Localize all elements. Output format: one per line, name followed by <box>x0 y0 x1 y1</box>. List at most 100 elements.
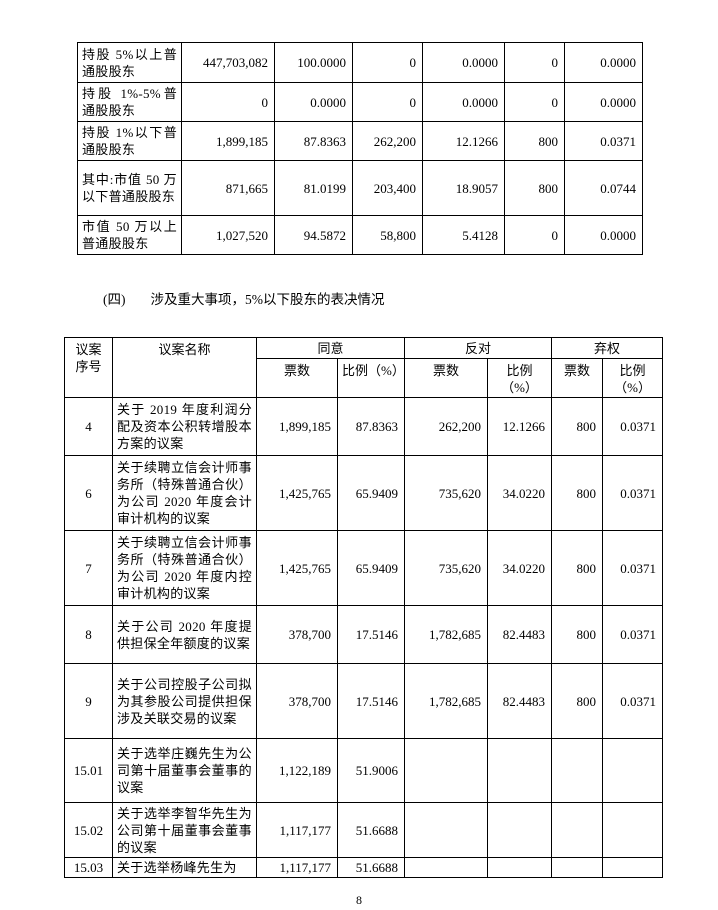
agree-ratio-cell: 65.9409 <box>336 455 406 531</box>
proposal-seq: 15.01 <box>64 738 113 803</box>
against-votes-cell <box>404 802 489 858</box>
section-heading: (四) 涉及重大事项，5%以下股东的表决情况 <box>103 291 385 309</box>
holder-group-label: 其中:市值 50 万以下普通股股东 <box>77 160 182 216</box>
agree-votes-cell: 1,117,177 <box>256 857 338 878</box>
agree-votes-cell: 1,899,185 <box>256 397 338 456</box>
against-votes-cell: 735,620 <box>404 455 489 531</box>
agree-ratio-cell: 17.5146 <box>336 663 406 739</box>
proposal-row: 15.01 关于选举庄巍先生为公司第十届董事会董事的议案 1,122,189 5… <box>64 738 664 803</box>
against-ratio-cell: 12.1266 <box>422 121 505 161</box>
header-seq-line2: 序号 <box>75 359 102 374</box>
against-votes-cell: 262,200 <box>404 397 489 456</box>
agree-votes-cell: 378,700 <box>256 663 338 739</box>
abstain-ratio-cell: 0.0000 <box>564 42 643 83</box>
against-votes-cell: 1,782,685 <box>404 663 489 739</box>
abstain-votes-cell <box>551 738 604 803</box>
proposal-name: 关于续聘立信会计师事务所（特殊普通合伙）为公司 2020 年度内控审计机构的议案 <box>112 530 257 606</box>
proposal-name: 关于公司控股子公司拟为其参股公司提供担保涉及关联交易的议案 <box>112 663 257 739</box>
against-votes-cell: 262,200 <box>352 121 423 161</box>
header-against-ratio: 比例（%） <box>487 358 553 398</box>
against-ratio-cell: 0.0000 <box>422 82 505 122</box>
proposal-name: 关于续聘立信会计师事务所（特殊普通合伙）为公司 2020 年度会计审计机构的议案 <box>112 455 257 531</box>
header-proposal-name: 议案名称 <box>112 337 257 398</box>
header-abstain-votes: 票数 <box>551 358 604 398</box>
abstain-ratio-cell <box>602 738 664 803</box>
abstain-ratio-cell: 0.0000 <box>564 82 643 122</box>
against-ratio-cell: 82.4483 <box>487 663 553 739</box>
table-row: 持股 1%-5%普通股股东 0 0.0000 0 0.0000 0 0.0000 <box>77 82 643 122</box>
table-row: 持股 1%以下普通股股东 1,899,185 87.8363 262,200 1… <box>77 121 643 161</box>
abstain-ratio-cell: 0.0000 <box>564 215 643 255</box>
proposal-seq: 8 <box>64 605 113 664</box>
abstain-ratio-cell <box>602 802 664 858</box>
agree-ratio-cell: 87.8363 <box>336 397 406 456</box>
proposal-vote-table: 议案 序号 议案名称 同意 反对 弃权 票数 比例（%） 票数 比例（%） 票数… <box>64 337 664 878</box>
header-group-row: 议案 序号 议案名称 同意 反对 弃权 <box>64 337 664 398</box>
agree-ratio-cell: 0.0000 <box>274 82 353 122</box>
abstain-votes-cell: 0 <box>504 42 565 83</box>
against-votes-cell <box>404 738 489 803</box>
agree-votes-cell: 1,899,185 <box>181 121 275 161</box>
abstain-ratio-cell: 0.0371 <box>602 397 664 456</box>
against-votes-cell: 1,782,685 <box>404 605 489 664</box>
proposal-name: 关于选举庄巍先生为公司第十届董事会董事的议案 <box>112 738 257 803</box>
header-agree-group: 同意 <box>255 337 406 359</box>
header-seq-line1: 议案 <box>75 342 102 357</box>
against-ratio-cell: 34.0220 <box>487 455 553 531</box>
proposal-row: 9 关于公司控股子公司拟为其参股公司提供担保涉及关联交易的议案 378,700 … <box>64 663 664 739</box>
header-seq: 议案 序号 <box>64 337 113 398</box>
abstain-votes-cell: 800 <box>551 397 604 456</box>
against-ratio-cell: 12.1266 <box>487 397 553 456</box>
agree-votes-cell: 871,665 <box>181 160 275 216</box>
agree-ratio-cell: 51.9006 <box>336 738 406 803</box>
header-against-group: 反对 <box>404 337 553 359</box>
header-sub-row: 票数 比例（%） 票数 比例（%） 票数 比例 （%） <box>65 358 664 398</box>
abstain-votes-cell: 800 <box>504 121 565 161</box>
agree-ratio-cell: 94.5872 <box>274 215 353 255</box>
against-ratio-cell: 5.4128 <box>422 215 505 255</box>
proposal-row: 4 关于 2019 年度利润分配及资本公积转增股本方案的议案 1,899,185… <box>64 397 664 456</box>
header-agree-ratio: 比例（%） <box>336 358 406 398</box>
proposal-row: 6 关于续聘立信会计师事务所（特殊普通合伙）为公司 2020 年度会计审计机构的… <box>64 455 664 531</box>
abstain-ratio-cell: 0.0371 <box>602 455 664 531</box>
proposal-row: 15.03 关于选举杨峰先生为 1,117,177 51.6688 <box>64 857 664 878</box>
header-abstain-ratio: 比例 （%） <box>602 358 664 398</box>
abstain-ratio-cell: 0.0371 <box>602 530 664 606</box>
agree-votes-cell: 0 <box>181 82 275 122</box>
header-against-votes: 票数 <box>404 358 489 398</box>
against-ratio-cell: 82.4483 <box>487 605 553 664</box>
holder-group-label: 市值 50 万以上普通股股东 <box>77 215 182 255</box>
table-row: 持股 5%以上普通股股东 447,703,082 100.0000 0 0.00… <box>77 42 643 83</box>
abstain-ratio-cell: 0.0371 <box>602 663 664 739</box>
against-ratio-cell: 0.0000 <box>422 42 505 83</box>
agree-ratio-cell: 87.8363 <box>274 121 353 161</box>
agree-votes-cell: 1,122,189 <box>256 738 338 803</box>
abstain-votes-cell: 800 <box>551 605 604 664</box>
abstain-votes-cell: 0 <box>504 215 565 255</box>
proposal-seq: 15.03 <box>64 857 113 878</box>
proposal-row: 15.02 关于选举李智华先生为公司第十届董事会董事的议案 1,117,177 … <box>64 802 664 858</box>
abstain-votes-cell: 0 <box>504 82 565 122</box>
against-ratio-cell <box>487 857 553 878</box>
agree-votes-cell: 1,425,765 <box>256 455 338 531</box>
proposal-name: 关于选举杨峰先生为 <box>112 857 257 878</box>
against-votes-cell: 0 <box>352 82 423 122</box>
agree-ratio-cell: 17.5146 <box>336 605 406 664</box>
agree-votes-cell: 378,700 <box>256 605 338 664</box>
proposal-row: 8 关于公司 2020 年度提供担保全年额度的议案 378,700 17.514… <box>64 605 664 664</box>
abstain-ratio-cell: 0.0371 <box>564 121 643 161</box>
agree-votes-cell: 1,027,520 <box>181 215 275 255</box>
agree-votes-cell: 1,425,765 <box>256 530 338 606</box>
holder-group-label: 持股 1%-5%普通股股东 <box>77 82 182 122</box>
table-row: 市值 50 万以上普通股股东 1,027,520 94.5872 58,800 … <box>77 215 643 255</box>
agree-votes-cell: 447,703,082 <box>181 42 275 83</box>
proposal-name: 关于选举李智华先生为公司第十届董事会董事的议案 <box>112 802 257 858</box>
abstain-votes-cell: 800 <box>551 663 604 739</box>
abstain-votes-cell: 800 <box>551 455 604 531</box>
agree-ratio-cell: 65.9409 <box>336 530 406 606</box>
against-votes-cell <box>404 857 489 878</box>
abstain-votes-cell: 800 <box>504 160 565 216</box>
header-abstain-group: 弃权 <box>551 337 664 359</box>
header-agree-votes: 票数 <box>256 358 338 398</box>
